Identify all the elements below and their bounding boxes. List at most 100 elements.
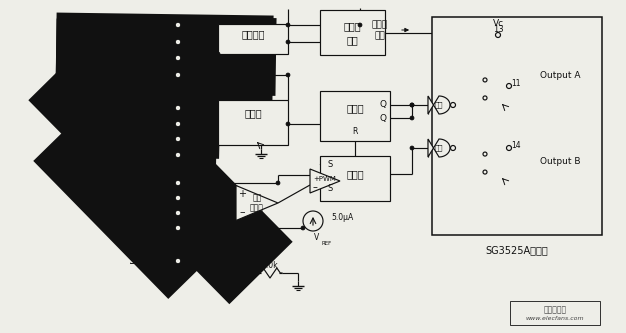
Circle shape <box>410 103 414 107</box>
Bar <box>320 91 390 141</box>
Text: 3: 3 <box>181 98 186 107</box>
Polygon shape <box>428 139 450 157</box>
Text: 5.0k: 5.0k <box>262 260 279 269</box>
Circle shape <box>358 23 362 27</box>
Circle shape <box>175 121 181 127</box>
Text: 7: 7 <box>181 145 186 154</box>
Text: Output A: Output A <box>540 71 580 80</box>
Circle shape <box>410 103 414 107</box>
Text: 或非: 或非 <box>434 102 443 108</box>
Text: +PWM: +PWM <box>314 176 336 182</box>
Circle shape <box>286 73 290 77</box>
Polygon shape <box>236 185 278 220</box>
Circle shape <box>175 55 181 61</box>
Circle shape <box>506 84 511 89</box>
Text: Ground: Ground <box>141 54 173 63</box>
Text: V: V <box>314 233 320 242</box>
Text: OSC.Output: OSC.Output <box>122 71 173 80</box>
Text: www.elecfans.com: www.elecfans.com <box>526 316 584 321</box>
Circle shape <box>483 152 487 156</box>
Circle shape <box>175 39 181 45</box>
Text: R: R <box>352 128 357 137</box>
Text: 5: 5 <box>181 129 186 138</box>
Text: Vcc: Vcc <box>158 38 173 47</box>
Text: Noniv.input: Noniv.input <box>124 208 173 217</box>
Text: 14: 14 <box>511 141 521 150</box>
Circle shape <box>175 22 181 28</box>
Text: CT: CT <box>162 135 173 144</box>
Circle shape <box>410 116 414 120</box>
Circle shape <box>175 105 181 111</box>
Circle shape <box>175 210 181 216</box>
Text: 锁定: 锁定 <box>347 36 358 46</box>
Circle shape <box>451 146 456 151</box>
Text: SG3525A输出级: SG3525A输出级 <box>486 245 548 255</box>
Circle shape <box>216 52 220 56</box>
Bar <box>218 24 288 54</box>
Text: 或非: 或非 <box>434 145 443 151</box>
Text: 锁存器: 锁存器 <box>346 169 364 179</box>
Circle shape <box>286 40 290 44</box>
Text: Q: Q <box>379 101 386 110</box>
Text: Sync: Sync <box>152 104 173 113</box>
Text: 10: 10 <box>181 251 191 260</box>
Circle shape <box>175 136 181 142</box>
Text: INV.input: INV.input <box>134 193 173 202</box>
Text: S: S <box>327 160 332 168</box>
Circle shape <box>483 96 487 100</box>
Text: 6: 6 <box>181 114 186 123</box>
Circle shape <box>410 146 414 150</box>
Text: 13: 13 <box>493 26 503 35</box>
Text: 4: 4 <box>181 65 186 74</box>
Text: –: – <box>312 182 317 192</box>
Text: 欠电压: 欠电压 <box>344 21 361 31</box>
Text: +: + <box>238 189 246 199</box>
Circle shape <box>496 33 501 38</box>
Bar <box>432 17 602 235</box>
Text: 基准电源: 基准电源 <box>241 30 265 40</box>
Text: 振荡器: 振荡器 <box>244 109 262 119</box>
Circle shape <box>483 78 487 82</box>
Text: 5.0k: 5.0k <box>206 250 222 259</box>
Text: 12: 12 <box>181 48 190 57</box>
Text: 放大器: 放大器 <box>250 203 264 212</box>
Text: –: – <box>239 207 245 217</box>
Text: Vref: Vref <box>155 21 173 30</box>
Circle shape <box>175 152 181 158</box>
Text: 2: 2 <box>181 203 186 212</box>
Circle shape <box>286 23 290 27</box>
Circle shape <box>175 195 181 201</box>
Circle shape <box>286 122 290 126</box>
Text: 15: 15 <box>181 32 191 41</box>
Text: 触发器: 触发器 <box>346 104 364 114</box>
Circle shape <box>506 146 511 151</box>
Circle shape <box>175 258 181 264</box>
Text: 9: 9 <box>181 173 186 182</box>
Bar <box>218 100 288 145</box>
Circle shape <box>483 170 487 174</box>
Circle shape <box>175 72 181 78</box>
Circle shape <box>276 181 280 185</box>
Text: 11: 11 <box>511 79 520 88</box>
Circle shape <box>451 103 456 108</box>
Circle shape <box>175 180 181 186</box>
Circle shape <box>175 225 181 231</box>
Text: RT: RT <box>162 120 173 129</box>
Text: REF: REF <box>322 241 332 246</box>
Text: 5.0μA: 5.0μA <box>331 213 353 222</box>
Bar <box>510 301 600 325</box>
Text: S: S <box>327 184 332 193</box>
Text: 误差: 误差 <box>252 193 262 202</box>
Text: Output B: Output B <box>540 157 580 166</box>
Text: Shutdown: Shutdown <box>130 256 173 265</box>
Text: 8: 8 <box>181 218 186 227</box>
Text: 电子发烧友: 电子发烧友 <box>543 305 567 314</box>
Bar <box>320 156 390 201</box>
Circle shape <box>303 211 323 231</box>
Circle shape <box>301 226 305 230</box>
Polygon shape <box>428 96 450 114</box>
Text: 电路: 电路 <box>374 32 386 41</box>
Text: 1: 1 <box>181 188 186 197</box>
Polygon shape <box>310 169 340 193</box>
Text: Compensation: Compensation <box>111 178 173 187</box>
